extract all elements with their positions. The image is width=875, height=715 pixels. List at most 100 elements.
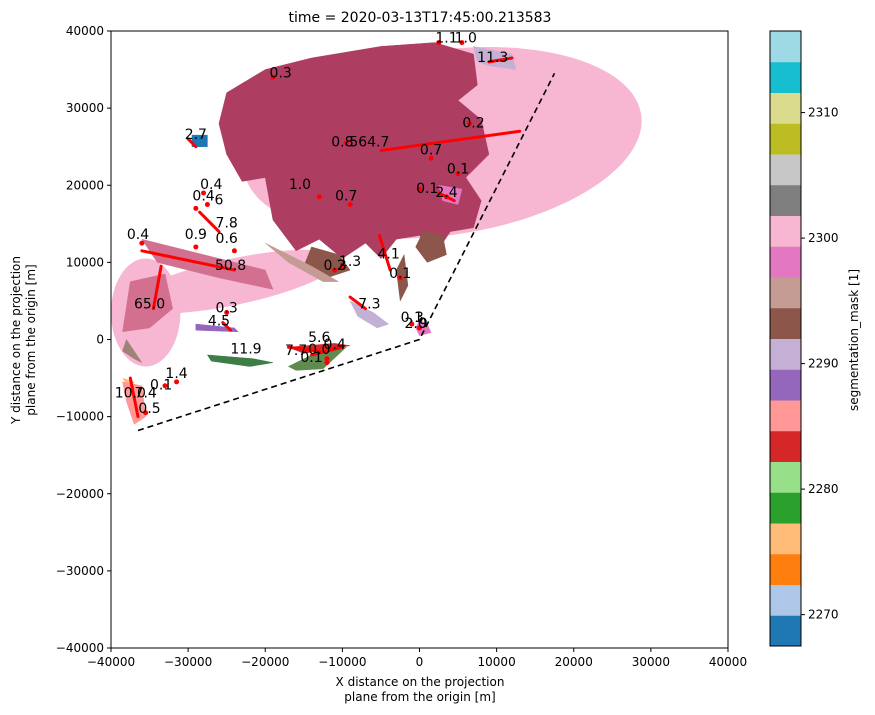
colorbar-segment [770,492,801,524]
x-tick-label: 10000 [478,655,516,669]
colorbar-label-text: segmentation_mask [1] [847,269,861,411]
colorbar-segment [770,215,801,247]
cell-annotation: 0.4 [127,227,149,243]
cell-mask [122,338,143,364]
cell-annotation: 1.1 [435,31,457,47]
cell-annotation: 10.0 [115,385,146,401]
cell-annotation: 0.2 [324,258,346,274]
x-tick-label: −10000 [318,655,366,669]
cell-annotation: 1.4 [165,366,187,382]
centroid-point [316,194,322,200]
cell-annotation: 7.7 [285,343,307,359]
colorbar-segment [770,307,801,339]
y-tick-label: −40000 [56,641,104,655]
track-line [186,137,198,149]
centroid-point [270,74,276,80]
cell-annotation: 50.8 [215,258,246,274]
cell-annotation: 0.9 [185,227,207,243]
colorbar-segment [770,154,801,186]
colorbar-tick-label: 2270 [808,608,839,622]
cell-annotation: 0.3 [270,65,292,81]
y-tick-label: 20000 [66,178,104,192]
centroid-point [193,244,199,250]
x-axis-label-line-1: X distance on the projection [336,675,505,689]
colorbar-segment [770,184,801,216]
cell-annotation: 0.1 [150,378,172,394]
centroid-point [162,383,168,389]
chart-title: time = 2020-03-13T17:45:00.213583 [289,10,552,26]
centroid-point [436,40,442,46]
y-tick-label: 30000 [66,101,104,115]
cell-annotation: 0.1 [300,350,322,366]
cell-mask [288,343,351,354]
cell-annotation: 11.9 [230,341,261,357]
colorbar-segment [770,92,801,124]
colorbar-label: segmentation_mask [1] [847,269,861,411]
cell-mask [206,354,274,367]
cell-annotation: 0.8 [331,135,353,151]
cell-mask [349,300,390,329]
centroid-point [339,263,345,269]
track-line [487,56,514,64]
colorbar-segment [770,400,801,432]
colorbar-segment [770,277,801,309]
colorbar-segment [770,615,801,647]
cell-annotation: 0.4 [192,189,214,205]
cell-annotation: 0.5 [138,401,160,417]
track-line [151,264,163,311]
cell-mask [218,42,490,259]
y-tick-label: −10000 [56,410,104,424]
centroid-point [143,410,149,416]
centroid-point [459,40,465,46]
track-line [348,295,368,311]
colorbar-tick-label: 2310 [808,106,839,120]
x-axis: −40000 −30000 −20000 −10000 0 10000 20000 30000… [87,648,747,669]
x-tick-label: 20000 [555,655,593,669]
cell-annotation: 0.1 [447,162,469,178]
colorbar-segment [770,553,801,585]
centroid-point [193,205,199,211]
track-line [286,345,321,353]
centroid-point [139,240,145,246]
cell-mask [473,46,517,70]
colorbar-tick-label: 2280 [808,482,839,496]
centroid-point [174,379,180,385]
colorbar-segment [770,430,801,462]
cell-mask [415,231,447,263]
y-tick-label: −30000 [56,564,104,578]
centroid-point [417,325,422,331]
cell-envelope [128,249,341,314]
colorbar-frame [769,30,802,647]
cell-annotation: 0.6 [216,231,238,247]
cell-annotation: 65.0 [134,297,165,313]
centroid-point [224,310,230,316]
cell-annotation: 5.6 [308,330,330,346]
centroid-point [397,275,403,281]
colorbar-segment [770,584,801,616]
cell-annotation: 3 [415,310,424,326]
colorbar-segment [770,31,801,63]
cell-annotation: 4.1 [378,247,400,263]
cell-annotation: 0.7 [335,189,357,205]
points-layer [139,40,473,416]
colorbar-tick-label: 2300 [808,231,839,245]
colorbar-segment [770,338,801,370]
cell-annotation: 7.8 [216,216,238,232]
track-line [140,249,236,272]
centroid-point [343,140,349,146]
colorbar-segment [770,61,801,93]
track-line [221,321,233,332]
cell-annotation: 0.4 [324,337,346,353]
x-tick-label: 30000 [632,655,670,669]
colorbar: 2270 2280 2290 2300 2310 [769,30,839,647]
x-tick-label: 0 [416,655,424,669]
x-tick-label: 40000 [709,655,747,669]
centroid-point [443,194,449,200]
colorbar-segment [770,123,801,155]
y-axis-label-line-2: plane from the origin [m] [24,264,38,415]
colorbar-segment [770,523,801,555]
cell-annotation: 0.0 [308,342,330,358]
